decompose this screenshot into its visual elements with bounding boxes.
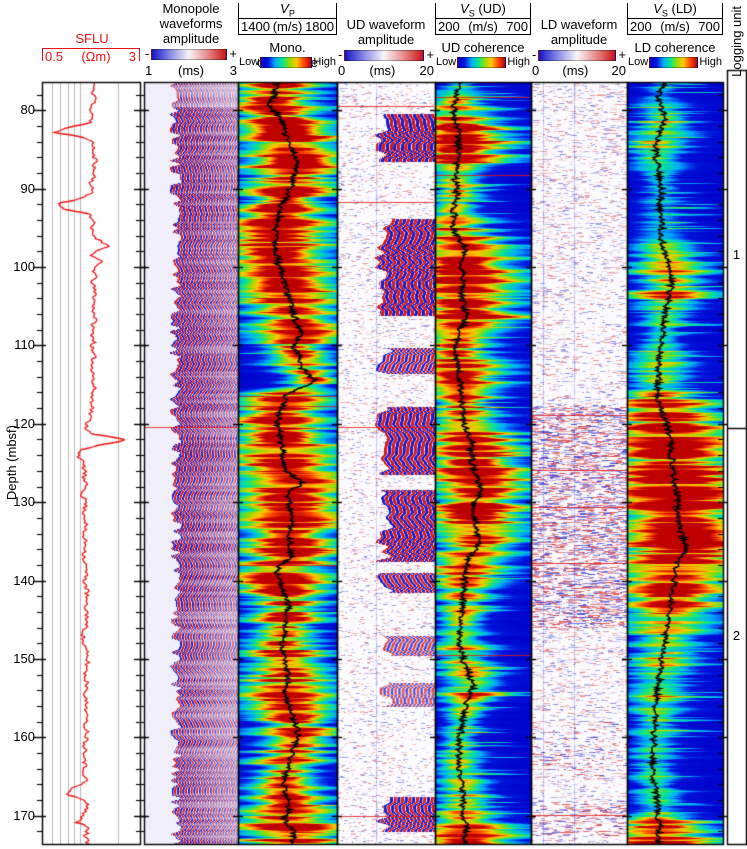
ld-scale-unit: (ms) bbox=[562, 63, 589, 78]
vs-ld-title-symbol: V bbox=[653, 1, 662, 16]
monopole-scale-min: 1 bbox=[145, 63, 153, 78]
sflu-scale-row: 0.5 (Ωm) 3 bbox=[42, 49, 139, 64]
amplitude-colorbar bbox=[538, 49, 617, 61]
vs-ud-title-symbol: V bbox=[460, 1, 469, 16]
ld-scale-row: 0 (ms) 20 bbox=[532, 63, 626, 78]
depth-tick-label: 110 bbox=[14, 337, 35, 353]
ld-amplitude-colorbar-row: - + bbox=[532, 47, 626, 62]
monopole-title-line2: waveforms bbox=[159, 16, 223, 31]
monopole-scale-max: 3 bbox=[229, 63, 237, 78]
ud-coherence-title: UD coherence bbox=[441, 40, 525, 55]
ud-title-line2: amplitude bbox=[357, 32, 415, 47]
amplitude-minus-label: - bbox=[338, 47, 343, 62]
logging-unit-column-title: Logging unit bbox=[727, 0, 746, 82]
ud-scale-row: 0 (ms) 20 bbox=[338, 63, 434, 78]
ld-scale-max: 20 bbox=[611, 63, 626, 78]
sflu-scale-bracket bbox=[42, 48, 140, 61]
vs-ud-title-suffix: (UD) bbox=[474, 1, 506, 16]
vs-ld-scale-unit: (m/s) bbox=[660, 19, 690, 34]
ld-title-line2: amplitude bbox=[550, 32, 608, 47]
depth-tick-label: 160 bbox=[13, 729, 35, 745]
vs-ld-title-subscript: S bbox=[661, 8, 668, 19]
vs-ud-scale-unit: (m/s) bbox=[468, 19, 498, 34]
vs-ld-title-suffix: (LD) bbox=[667, 1, 697, 16]
monopole-scale-unit: (ms) bbox=[178, 63, 204, 78]
logging-unit-label: 2 bbox=[732, 627, 741, 643]
vp-scale-max: 1800 bbox=[305, 19, 334, 34]
logging-unit-title-text: Logging unit bbox=[729, 5, 744, 77]
sflu-scale-min: 0.5 bbox=[45, 49, 64, 64]
monopole-scale-row: 1 (ms) 3 bbox=[145, 63, 237, 78]
sflu-title: SFLU bbox=[75, 31, 109, 46]
ud-scale-unit: (ms) bbox=[369, 63, 396, 78]
vs-ud-title-subscript: S bbox=[468, 8, 475, 19]
monopole-title-line3: amplitude bbox=[162, 31, 220, 46]
depth-tick-label: 130 bbox=[13, 494, 35, 510]
sflu-unit-label: (Ωm) bbox=[81, 49, 111, 64]
depth-tick-label: 90 bbox=[20, 180, 35, 196]
vs-ld-title: VS (LD) bbox=[627, 1, 723, 19]
vs-ld-scale-min: 200 bbox=[630, 19, 652, 34]
amplitude-colorbar bbox=[344, 49, 425, 61]
depth-tick-label: 140 bbox=[13, 572, 35, 588]
vs-ld-box-stub-right bbox=[722, 3, 723, 18]
vs-ld-scale-max: 700 bbox=[698, 19, 720, 34]
depth-tick-label: 120 bbox=[13, 415, 35, 431]
ud-scale-min: 0 bbox=[338, 63, 346, 78]
vs-ld-scale-box: 200 (m/s) 700 bbox=[627, 18, 723, 35]
depth-tick-label: 170 bbox=[13, 807, 35, 823]
coherence-low-label: Low bbox=[436, 56, 457, 68]
vp-box-stub-right bbox=[336, 3, 337, 18]
coherence-colorbar bbox=[457, 57, 507, 68]
ld-scale-min: 0 bbox=[532, 63, 540, 78]
coherence-colorbar bbox=[260, 57, 313, 68]
mono-coherence-colorbar-row: Low High bbox=[239, 57, 336, 68]
amplitude-minus-label: - bbox=[145, 46, 150, 61]
amplitude-minus-label: - bbox=[532, 47, 537, 62]
vp-box-stub-left bbox=[238, 3, 239, 18]
ld-coherence-colorbar-row: Low High bbox=[628, 57, 722, 68]
coherence-high-label: High bbox=[699, 56, 722, 68]
ud-amplitude-colorbar-row: - + bbox=[338, 47, 434, 62]
coherence-high-label: High bbox=[507, 56, 530, 68]
ud-title-line1: UD waveform bbox=[346, 17, 426, 32]
vs-ud-title: VS (UD) bbox=[435, 1, 531, 19]
monopole-amplitude-colorbar-row: - + bbox=[145, 46, 237, 61]
amplitude-colorbar bbox=[151, 48, 228, 60]
depth-tick-label: 150 bbox=[13, 650, 35, 666]
amplitude-plus-label: + bbox=[618, 47, 626, 62]
vs-ud-scale-max: 700 bbox=[506, 19, 528, 34]
ld-coherence-title: LD coherence bbox=[634, 40, 716, 55]
vp-scale-unit: (m/s) bbox=[272, 19, 303, 34]
coherence-colorbar bbox=[649, 57, 699, 68]
vs-ud-box-stub-left bbox=[435, 3, 436, 18]
depth-axis-title-text: Depth (mbsf) bbox=[4, 424, 19, 501]
ud-coherence-colorbar-row: Low High bbox=[436, 57, 530, 68]
amplitude-plus-label: + bbox=[229, 46, 237, 61]
vp-title: VP bbox=[238, 1, 337, 19]
vp-title-subscript: P bbox=[288, 8, 295, 19]
depth-tick-label: 80 bbox=[20, 102, 35, 118]
coherence-high-label: High bbox=[313, 56, 336, 68]
amplitude-plus-label: + bbox=[426, 47, 434, 62]
vs-ld-box-stub-left bbox=[627, 3, 628, 18]
coherence-low-label: Low bbox=[628, 56, 649, 68]
depth-axis-title: Depth (mbsf) bbox=[4, 385, 19, 540]
logging-unit-label: 1 bbox=[732, 246, 741, 262]
monopole-title-line1: Monopole bbox=[162, 1, 220, 16]
coherence-low-label: Low bbox=[239, 56, 260, 68]
vp-title-symbol: V bbox=[280, 1, 289, 16]
depth-tick-label: 100 bbox=[13, 259, 35, 274]
vs-ud-scale-min: 200 bbox=[438, 19, 460, 34]
ld-title-line1: LD waveform bbox=[540, 17, 618, 32]
vp-scale-box: 1400 (m/s) 1800 bbox=[238, 18, 337, 35]
vs-ud-box-stub-right bbox=[530, 3, 531, 18]
vp-scale-min: 1400 bbox=[241, 19, 270, 34]
sflu-scale-max: 3 bbox=[128, 49, 136, 64]
ud-scale-max: 20 bbox=[419, 63, 434, 78]
vs-ud-scale-box: 200 (m/s) 700 bbox=[435, 18, 531, 35]
